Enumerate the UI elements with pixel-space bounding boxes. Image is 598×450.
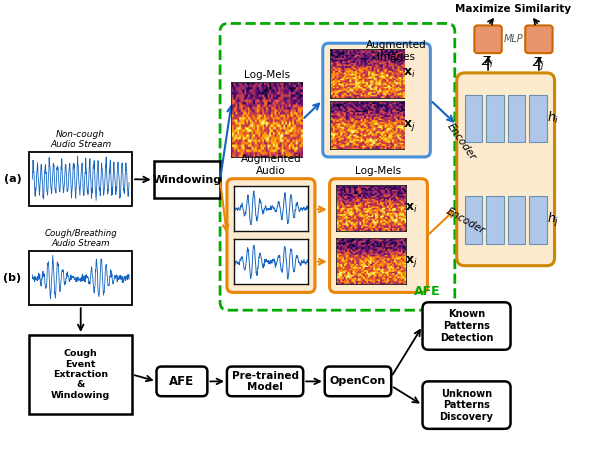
Bar [486, 197, 504, 244]
FancyBboxPatch shape [227, 367, 303, 396]
Bar [29, 251, 132, 305]
Text: Known
Patterns
Detection: Known Patterns Detection [440, 310, 493, 342]
Text: Cough
Event
Extraction
&
Windowing: Cough Event Extraction & Windowing [51, 349, 111, 400]
FancyBboxPatch shape [525, 26, 553, 53]
Text: Windowing: Windowing [152, 175, 221, 184]
Bar [508, 197, 525, 244]
Text: Non-cough
Audio Stream: Non-cough Audio Stream [50, 130, 111, 149]
FancyBboxPatch shape [423, 302, 511, 350]
FancyBboxPatch shape [474, 26, 502, 53]
Bar [154, 161, 220, 198]
Text: $\mathbf{x}_j$: $\mathbf{x}_j$ [405, 254, 418, 269]
Bar [529, 94, 547, 142]
FancyBboxPatch shape [457, 73, 554, 266]
Text: (b): (b) [4, 273, 22, 283]
Text: Pre-trained
Model: Pre-trained Model [231, 371, 298, 392]
Text: $h_i$: $h_i$ [547, 110, 559, 126]
Text: Encoder: Encoder [445, 206, 487, 236]
Text: Log-Mels: Log-Mels [355, 166, 402, 176]
Text: (a): (a) [4, 174, 22, 184]
Text: $\mathbf{x}_j$: $\mathbf{x}_j$ [402, 118, 415, 133]
Text: $Z_j$: $Z_j$ [532, 55, 545, 72]
Bar [29, 152, 132, 207]
Text: Augmented
Audio: Augmented Audio [240, 154, 301, 176]
Bar [465, 94, 482, 142]
FancyBboxPatch shape [157, 367, 208, 396]
Text: $Z_i$: $Z_i$ [481, 55, 495, 70]
Text: OpenCon: OpenCon [330, 376, 386, 387]
FancyBboxPatch shape [227, 179, 315, 292]
Text: AFE: AFE [413, 285, 440, 298]
Bar [465, 197, 482, 244]
FancyBboxPatch shape [329, 179, 428, 292]
Text: $h_j$: $h_j$ [547, 211, 559, 229]
Bar [529, 197, 547, 244]
Text: MLP: MLP [504, 34, 523, 44]
Bar [486, 94, 504, 142]
Text: Unknown
Patterns
Discovery: Unknown Patterns Discovery [440, 388, 493, 422]
Text: Maximize Similarity: Maximize Similarity [456, 4, 572, 13]
Text: $\mathbf{x}_i$: $\mathbf{x}_i$ [405, 202, 418, 215]
Text: Cough/Breathing
Audio Stream: Cough/Breathing Audio Stream [44, 229, 117, 248]
Bar [29, 335, 132, 414]
Bar [508, 94, 525, 142]
Text: Log-Mels: Log-Mels [244, 70, 290, 80]
Text: $\mathbf{x}_i$: $\mathbf{x}_i$ [402, 68, 415, 81]
Text: Encoder: Encoder [445, 122, 478, 162]
Text: AFE: AFE [169, 375, 194, 388]
FancyBboxPatch shape [423, 382, 511, 429]
Text: Augmented
Images: Augmented Images [366, 40, 426, 62]
FancyBboxPatch shape [323, 43, 431, 157]
FancyBboxPatch shape [325, 367, 391, 396]
